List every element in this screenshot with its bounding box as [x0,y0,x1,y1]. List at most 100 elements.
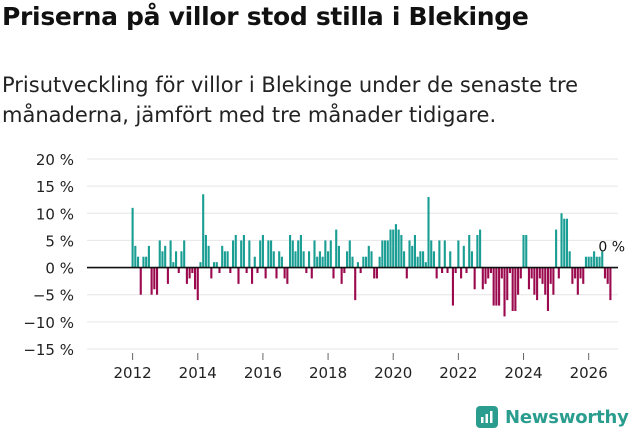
y-tick-label: −15 % [23,341,74,359]
bar [601,251,604,268]
bar [373,267,376,279]
bar [215,262,218,268]
bar [359,267,362,273]
bar [394,224,397,268]
bar [468,235,471,268]
bar [392,229,395,268]
bar [229,267,232,273]
bar [430,240,433,268]
bar [169,240,172,268]
bar [587,256,590,268]
bar [579,267,582,279]
bar [351,256,354,268]
bar [131,207,134,268]
bar [272,251,275,268]
bar [438,240,441,268]
x-tick-label: 2014 [179,364,217,382]
bar [226,251,229,268]
bar [413,235,416,268]
bar [484,267,487,284]
bar [381,240,384,268]
bar [508,267,512,273]
y-tick-label: 15 % [36,178,74,196]
bar [574,267,577,279]
bar [193,267,197,290]
bar [598,256,601,268]
bar [563,218,566,268]
bar [250,267,254,284]
x-tick-label: 2020 [374,364,412,382]
bar [443,240,446,268]
last-value-annotation: 0 % [598,240,625,256]
bar [416,256,419,268]
bar [283,267,286,279]
bar [174,251,178,268]
bar [511,267,514,311]
bar [139,267,142,295]
bar [221,245,224,268]
bar [245,267,248,273]
bar [386,240,389,268]
bar [538,267,541,279]
bar [460,267,463,279]
bar [500,267,503,279]
bar [267,240,270,268]
x-tick-label: 2024 [504,364,542,382]
bar [446,267,449,273]
y-tick-label: −5 % [33,287,74,305]
bar [522,235,525,268]
bar [305,267,308,273]
bar [479,229,482,268]
bar [568,251,571,268]
bar [422,251,425,268]
bar [492,267,495,306]
bar [435,267,438,279]
bar [495,267,498,306]
bar [424,262,427,268]
newsworthy-logo-icon [476,406,498,428]
bar [576,267,579,295]
bar [489,267,493,273]
bar [411,245,414,268]
bar [253,256,256,268]
bar [142,256,145,268]
bar [590,256,593,268]
bar [164,245,167,268]
bar [261,235,264,268]
bar [555,229,558,268]
bar [476,235,479,268]
bar [316,256,319,268]
bar [362,256,365,268]
bar [389,229,392,268]
bar [183,240,186,268]
bar [313,240,316,268]
bar [427,197,430,268]
bar [237,267,240,284]
bar [286,267,289,284]
x-tick-label: 2016 [244,364,282,382]
bar [503,267,506,317]
bar [259,240,262,268]
chart-subtitle: Prisutveckling för villor i Blekinge und… [2,73,579,127]
bar [541,267,544,284]
bar [354,267,357,301]
bar [405,267,408,279]
bar [397,229,400,268]
bar [454,267,457,273]
y-tick-label: 20 % [36,151,74,169]
bar [565,218,569,268]
bar [560,213,563,268]
x-tick-label: 2018 [309,364,347,382]
bar [248,240,251,268]
bar [449,251,452,268]
y-tick-label: 10 % [36,205,74,223]
bar [234,235,237,268]
bar [525,235,528,268]
bar [269,240,273,268]
bar [609,267,612,301]
bar [210,267,213,279]
bar [506,267,509,301]
bar [340,267,343,284]
y-tick-label: 0 % [45,260,74,278]
